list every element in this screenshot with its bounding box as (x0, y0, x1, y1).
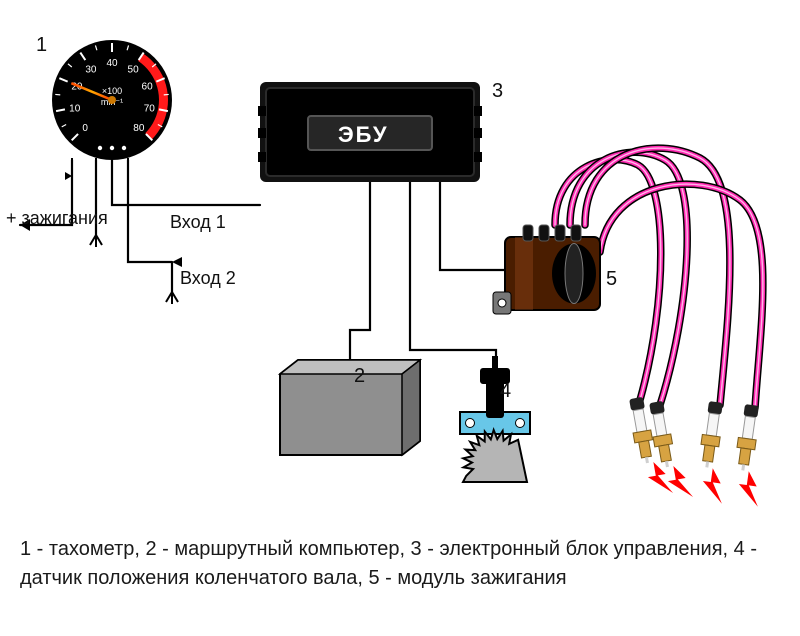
label-2: 2 (354, 365, 365, 388)
label-1: 1 (36, 34, 47, 57)
svg-text:40: 40 (106, 58, 118, 69)
label-4: 4 (500, 380, 511, 403)
legend-caption: 1 - тахометр, 2 - маршрутный компьютер, … (20, 535, 780, 593)
label-input-1: Вход 1 (170, 212, 226, 233)
svg-text:60: 60 (142, 81, 154, 92)
svg-text:×100: ×100 (102, 86, 122, 96)
svg-text:70: 70 (144, 103, 156, 114)
svg-text:0: 0 (82, 123, 88, 134)
crank-sensor (460, 356, 530, 482)
tachometer: 01020304050607080×100min⁻¹ (52, 40, 172, 166)
svg-text:80: 80 (133, 123, 145, 134)
label-ecu: ЭБУ (338, 122, 389, 148)
svg-text:10: 10 (69, 103, 81, 114)
label-5: 5 (606, 268, 617, 291)
label-plus-ignition: + зажигания (6, 208, 108, 229)
trip-computer (280, 360, 420, 455)
ignition-module (493, 225, 600, 314)
wiring-diagram: 01020304050607080×100min⁻¹ (0, 0, 800, 525)
signal-wires (20, 160, 505, 370)
svg-text:30: 30 (85, 64, 97, 75)
svg-text:50: 50 (128, 64, 140, 75)
label-3: 3 (492, 80, 503, 103)
spark-plugs (627, 395, 772, 507)
label-input-2: Вход 2 (180, 268, 236, 289)
